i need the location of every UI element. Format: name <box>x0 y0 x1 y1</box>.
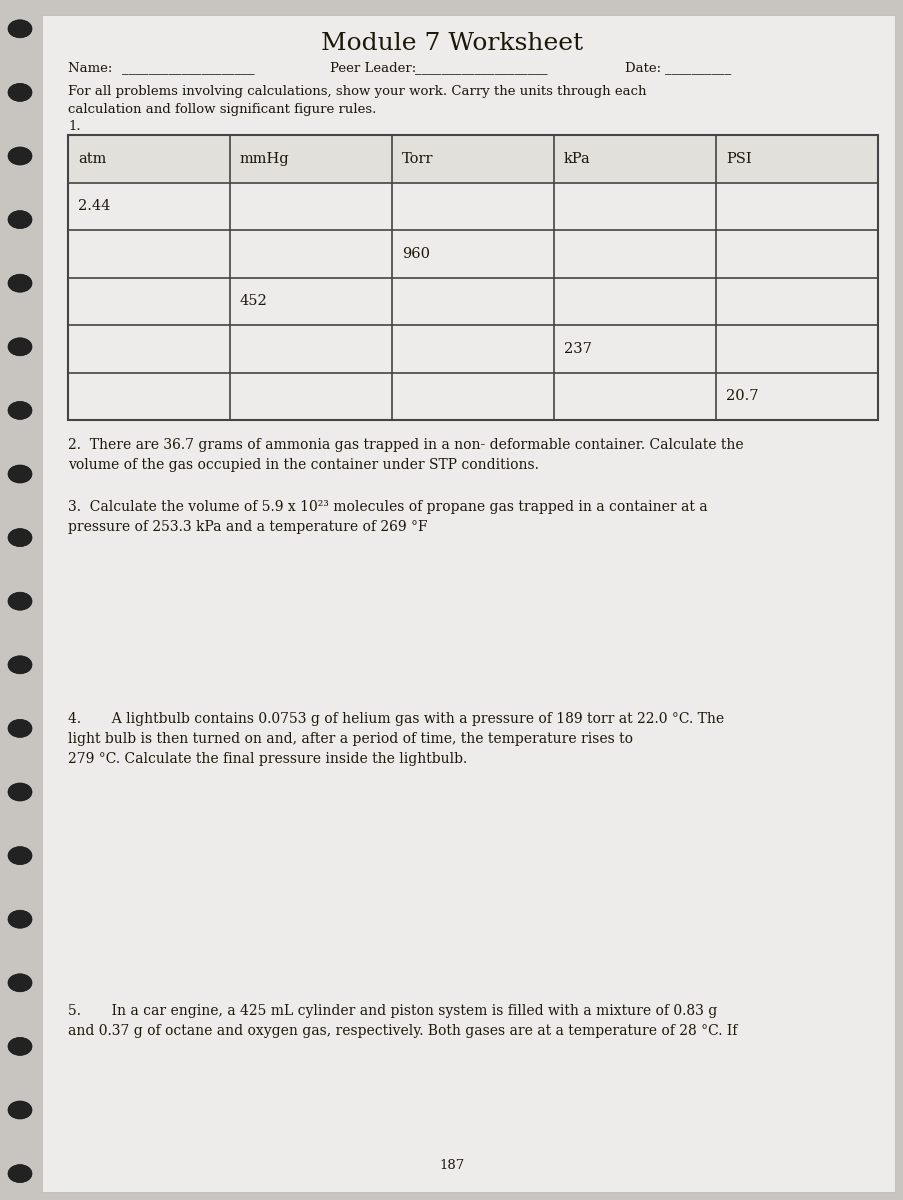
Ellipse shape <box>8 655 32 673</box>
Text: 187: 187 <box>439 1159 464 1172</box>
Text: 2.  There are 36.7 grams of ammonia gas trapped in a non- deformable container. : 2. There are 36.7 grams of ammonia gas t… <box>68 438 743 452</box>
Ellipse shape <box>8 1037 32 1056</box>
Ellipse shape <box>8 338 32 355</box>
Text: 237: 237 <box>563 342 591 355</box>
Ellipse shape <box>8 211 32 228</box>
Text: 960: 960 <box>402 247 430 260</box>
Ellipse shape <box>8 782 32 802</box>
Text: 452: 452 <box>239 294 267 308</box>
Ellipse shape <box>8 719 32 737</box>
Text: light bulb is then turned on and, after a period of time, the temperature rises : light bulb is then turned on and, after … <box>68 732 632 746</box>
Text: Peer Leader:: Peer Leader: <box>330 62 420 74</box>
Ellipse shape <box>8 146 32 164</box>
Text: ____________________: ____________________ <box>414 62 547 74</box>
Text: 1.: 1. <box>68 120 80 133</box>
Text: atm: atm <box>78 151 107 166</box>
Text: __________: __________ <box>665 62 731 74</box>
Ellipse shape <box>8 83 32 101</box>
Ellipse shape <box>8 1102 32 1118</box>
Ellipse shape <box>8 1164 32 1183</box>
Text: Date:: Date: <box>624 62 665 74</box>
Text: For all problems involving calculations, show your work. Carry the units through: For all problems involving calculations,… <box>68 85 646 98</box>
Text: calculation and follow significant figure rules.: calculation and follow significant figur… <box>68 103 376 116</box>
Bar <box>68 134 877 420</box>
Text: 5.       In a car engine, a 425 mL cylinder and piston system is filled with a m: 5. In a car engine, a 425 mL cylinder an… <box>68 1004 716 1018</box>
Ellipse shape <box>8 974 32 991</box>
Text: Torr: Torr <box>402 151 433 166</box>
Ellipse shape <box>8 528 32 546</box>
Bar <box>68 134 877 182</box>
Text: PSI: PSI <box>725 151 750 166</box>
Text: Name:: Name: <box>68 62 116 74</box>
Ellipse shape <box>8 847 32 864</box>
Ellipse shape <box>8 464 32 482</box>
Text: kPa: kPa <box>563 151 590 166</box>
Ellipse shape <box>8 910 32 929</box>
Text: mmHg: mmHg <box>239 151 289 166</box>
Text: 3.  Calculate the volume of 5.9 x 10²³ molecules of propane gas trapped in a con: 3. Calculate the volume of 5.9 x 10²³ mo… <box>68 500 707 514</box>
Text: ____________________: ____________________ <box>122 62 255 74</box>
Ellipse shape <box>8 19 32 37</box>
Text: 279 °C. Calculate the final pressure inside the lightbulb.: 279 °C. Calculate the final pressure ins… <box>68 752 467 766</box>
Text: 4.       A lightbulb contains 0.0753 g of helium gas with a pressure of 189 torr: 4. A lightbulb contains 0.0753 g of heli… <box>68 712 723 726</box>
Text: pressure of 253.3 kPa and a temperature of 269 °F: pressure of 253.3 kPa and a temperature … <box>68 520 427 534</box>
Text: Module 7 Worksheet: Module 7 Worksheet <box>321 32 582 55</box>
Text: volume of the gas occupied in the container under STP conditions.: volume of the gas occupied in the contai… <box>68 458 538 472</box>
Ellipse shape <box>8 274 32 292</box>
Ellipse shape <box>8 401 32 419</box>
Ellipse shape <box>8 593 32 610</box>
Text: 20.7: 20.7 <box>725 389 758 403</box>
Text: and 0.37 g of octane and oxygen gas, respectively. Both gases are at a temperatu: and 0.37 g of octane and oxygen gas, res… <box>68 1024 737 1038</box>
Text: 2.44: 2.44 <box>78 199 110 214</box>
